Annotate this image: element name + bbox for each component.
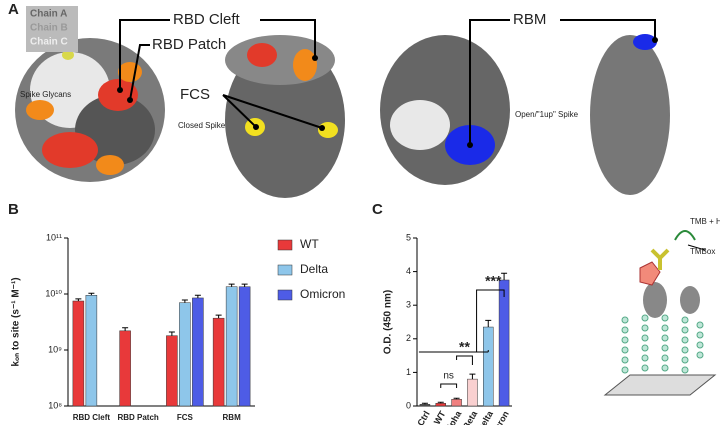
y-axis-label: O.D. (450 nm)	[383, 290, 394, 354]
annotation: Closed Spike	[178, 121, 226, 130]
bar	[225, 286, 238, 407]
chain-label: Chain C	[30, 37, 68, 48]
significance-label: ***	[485, 273, 502, 289]
error-bar	[469, 373, 476, 380]
error-bar	[181, 299, 188, 303]
x-tick-label: RBM	[223, 413, 242, 422]
y-axis-label: kₒₙ to site (s⁻¹ M⁻¹)	[11, 277, 22, 366]
x-tick-label: Beta	[461, 408, 480, 425]
annotation: RBD Cleft	[173, 11, 241, 28]
significance-label: ns	[443, 371, 454, 382]
legend-swatch	[277, 264, 293, 276]
x-tick-label: RBD Patch	[117, 413, 158, 422]
legend-swatch	[277, 239, 293, 251]
bar	[451, 399, 462, 407]
y-tick-label: 10¹⁰	[45, 288, 62, 298]
error-bar	[421, 402, 428, 405]
bar	[238, 286, 251, 407]
y-tick-label: 2	[406, 333, 411, 343]
error-bar	[437, 401, 444, 404]
annotation: Spike Glycans	[20, 90, 71, 99]
error-bar	[241, 283, 248, 287]
y-tick-label: 10⁸	[48, 400, 62, 410]
schematic	[603, 230, 717, 396]
closed-spike-side	[225, 35, 345, 198]
significance-bracket	[418, 289, 505, 353]
legend-label: Omicron	[300, 287, 345, 301]
x-tick-label: FCS	[177, 413, 194, 422]
x-tick-label: Delta	[475, 408, 495, 425]
error-bar	[485, 319, 492, 328]
error-bar	[168, 331, 175, 336]
panel-label: A	[8, 1, 19, 18]
schematic-label: TMBox	[690, 247, 715, 256]
label-bg	[170, 10, 256, 30]
x-tick-label: Ctrl	[415, 409, 431, 425]
chain-label: Chain B	[30, 23, 68, 34]
bar	[467, 378, 478, 407]
error-bar	[501, 272, 508, 280]
pointer-dots	[117, 37, 658, 148]
x-tick-label: RBD Cleft	[73, 413, 111, 422]
schematic-label: TMB + H₂O₂	[690, 217, 720, 226]
bar	[212, 317, 225, 407]
y-tick-label: 1	[406, 367, 411, 377]
annotation: RBM	[513, 11, 546, 28]
annotation: FCS	[180, 86, 210, 103]
y-tick-label: 0	[406, 400, 411, 410]
chain-legend	[26, 6, 78, 52]
bar	[435, 403, 446, 407]
significance-label: **	[459, 339, 470, 355]
bar	[179, 302, 191, 407]
bar	[166, 335, 178, 407]
bar	[119, 330, 131, 407]
bar	[498, 279, 510, 407]
closed-spike-top	[15, 38, 165, 182]
error-bar	[122, 327, 129, 331]
significance-bracket	[440, 383, 458, 388]
bar	[72, 300, 85, 407]
panel-label: B	[8, 201, 19, 218]
error-bar	[453, 397, 460, 400]
significance-bracket	[456, 355, 473, 365]
y-tick-label: 5	[406, 232, 411, 242]
label-bg	[510, 10, 560, 30]
y-tick-label: 10⁹	[48, 344, 62, 354]
annotation: Open/"1up" Spike	[515, 110, 579, 119]
y-tick-label: 4	[406, 266, 411, 276]
error-bar	[75, 298, 82, 301]
bar	[483, 326, 494, 407]
bar	[85, 294, 98, 407]
pointers	[119, 19, 656, 145]
legend-label: WT	[300, 237, 319, 251]
chain-label: Chain A	[30, 9, 67, 20]
error-bar	[88, 292, 95, 296]
legend-swatch	[277, 289, 293, 301]
annotation: RBD Patch	[152, 36, 226, 53]
bar	[419, 404, 431, 407]
panel-label: C	[372, 201, 383, 218]
y-tick-label: 3	[406, 300, 411, 310]
bar	[192, 297, 204, 407]
error-bar	[215, 314, 222, 319]
error-bar	[194, 294, 201, 298]
legend-label: Delta	[300, 262, 328, 276]
y-tick-label: 10¹¹	[46, 232, 62, 242]
error-bar	[228, 283, 235, 287]
x-tick-label: WT	[432, 409, 448, 425]
